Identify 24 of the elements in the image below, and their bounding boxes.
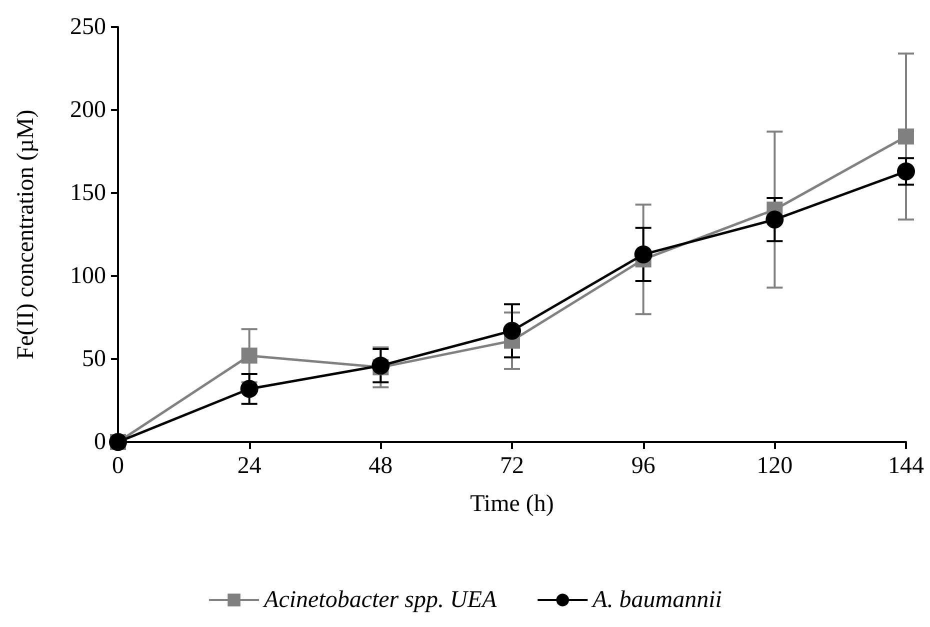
y-axis-title: Fe(II) concentration (µM) [13, 110, 39, 360]
point [241, 348, 258, 364]
legend-label: A. baumannii [590, 587, 722, 613]
point [897, 162, 915, 180]
x-tick-label: 0 [112, 453, 124, 479]
point [240, 380, 258, 398]
x-tick-label: 72 [500, 453, 524, 479]
y-tick-label: 50 [82, 346, 106, 372]
x-tick-label: 24 [237, 453, 262, 479]
y-tick-label: 250 [70, 14, 106, 40]
x-tick-label: 48 [368, 453, 393, 479]
y-tick-label: 0 [94, 429, 106, 455]
x-tick-label: 120 [756, 453, 793, 479]
y-tick-label: 200 [70, 97, 106, 123]
y-tick-label: 100 [70, 263, 106, 289]
x-tick-label: 96 [631, 453, 656, 479]
point [898, 128, 914, 145]
legend-label: Acinetobacter spp. UEA [262, 587, 497, 613]
point [634, 245, 652, 264]
point [503, 322, 521, 340]
x-axis-title: Time (h) [470, 491, 554, 517]
y-tick-label: 150 [70, 180, 106, 206]
point [766, 210, 784, 229]
x-tick-label: 144 [888, 453, 924, 479]
